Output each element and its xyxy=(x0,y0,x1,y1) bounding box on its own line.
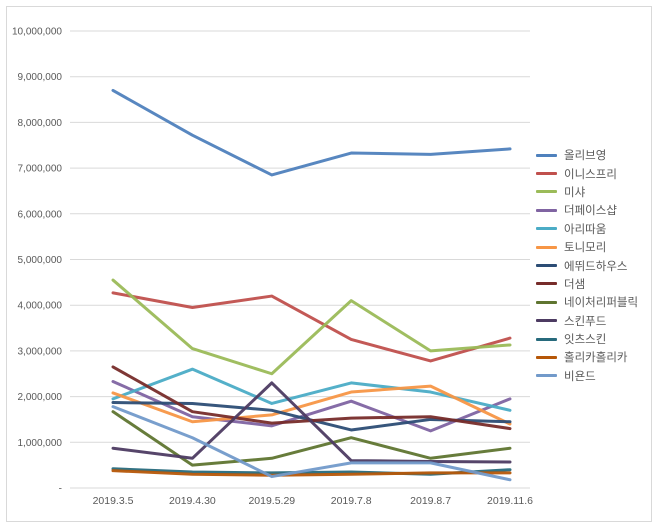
legend-item: 더페이스샵 xyxy=(536,201,638,219)
x-axis-tick-label: 2019.5.29 xyxy=(248,495,295,507)
series-line-미샤 xyxy=(111,278,512,376)
legend-item: 비욘드 xyxy=(536,367,638,385)
y-axis-tick-label: 6,000,000 xyxy=(18,209,63,220)
legend-swatch-icon xyxy=(536,355,557,359)
y-axis-tick-label: 10,000,000 xyxy=(12,27,62,38)
legend-swatch-icon xyxy=(536,190,557,194)
series-line-아리따움 xyxy=(111,367,512,412)
legend-item: 네이처리퍼블릭 xyxy=(536,293,638,311)
legend-swatch-icon xyxy=(536,300,557,304)
series-line-올리브영 xyxy=(111,88,512,177)
x-axis-tick-label: 2019.7.8 xyxy=(331,495,372,507)
legend-item: 에뛰드하우스 xyxy=(536,256,638,274)
legend-label: 스킨푸드 xyxy=(564,315,607,328)
series-line-이니스프리 xyxy=(111,291,512,363)
legend-item: 아리따움 xyxy=(536,220,638,238)
y-axis-tick-label: 7,000,000 xyxy=(18,164,63,175)
legend-swatch-icon xyxy=(536,172,557,176)
legend-label: 올리브영 xyxy=(564,150,607,163)
legend-swatch-icon xyxy=(536,374,557,378)
series-line-비욘드 xyxy=(111,405,512,482)
x-axis-tick-label: 2019.8.7 xyxy=(410,495,451,507)
legend-swatch-icon xyxy=(536,153,557,157)
legend-item: 미샤 xyxy=(536,183,638,201)
x-axis-tick-label: 2019.11.6 xyxy=(487,495,533,507)
legend-item: 토니모리 xyxy=(536,238,638,256)
y-axis-tick-label: 2,000,000 xyxy=(18,392,63,403)
legend-label: 네이처리퍼블릭 xyxy=(564,297,639,310)
legend-label: 잇츠스킨 xyxy=(564,334,607,347)
legend-swatch-icon xyxy=(536,208,557,212)
x-axis-tick-label: 2019.3.5 xyxy=(93,495,134,507)
legend-item: 홀리카홀리카 xyxy=(536,348,638,366)
legend-label: 미샤 xyxy=(564,186,586,199)
legend-label: 홀리카홀리카 xyxy=(564,352,628,365)
series-line-토니모리 xyxy=(111,384,512,426)
y-axis-tick-label: 9,000,000 xyxy=(18,72,63,83)
legend-label: 에뛰드하우스 xyxy=(564,260,628,273)
series-line-더페이스샵 xyxy=(111,380,512,433)
legend-label: 토니모리 xyxy=(564,242,607,255)
y-axis-tick-label: 5,000,000 xyxy=(18,255,63,266)
legend-swatch-icon xyxy=(536,227,557,231)
x-axis-tick-label: 2019.4.30 xyxy=(169,495,216,507)
legend-label: 아리따움 xyxy=(564,223,607,236)
series-line-스킨푸드 xyxy=(111,381,512,464)
legend-item: 이니스프리 xyxy=(536,164,638,182)
series-line-홀리카홀리카 xyxy=(111,469,512,477)
legend-item: 올리브영 xyxy=(536,146,638,164)
legend-item: 잇츠스킨 xyxy=(536,330,638,348)
legend-label: 더페이스샵 xyxy=(564,205,617,218)
legend-item: 더샘 xyxy=(536,275,638,293)
y-axis-tick-label: 4,000,000 xyxy=(18,301,63,312)
legend-swatch-icon xyxy=(536,337,557,341)
y-axis-tick-label: 1,000,000 xyxy=(18,438,63,449)
legend-label: 이니스프리 xyxy=(564,168,617,181)
y-axis-tick-label: 3,000,000 xyxy=(18,346,63,357)
legend-swatch-icon xyxy=(536,264,557,268)
legend-label: 비욘드 xyxy=(564,370,596,383)
legend-swatch-icon xyxy=(536,319,557,323)
legend-label: 더샘 xyxy=(564,278,586,291)
y-axis-tick-label: 8,000,000 xyxy=(18,118,63,129)
legend-swatch-icon xyxy=(536,245,557,249)
y-axis-tick-label: - xyxy=(59,484,62,495)
legend-item: 스킨푸드 xyxy=(536,312,638,330)
legend-swatch-icon xyxy=(536,282,557,286)
